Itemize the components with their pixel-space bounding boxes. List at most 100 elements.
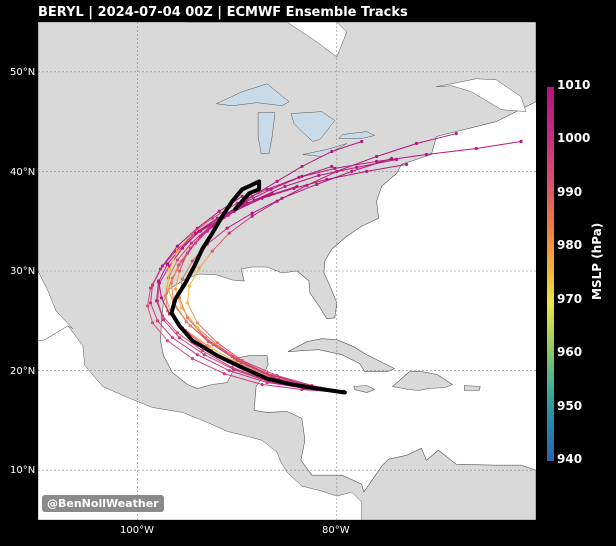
ensemble-track-point	[167, 267, 172, 271]
ensemble-track-segment	[253, 185, 286, 201]
lon-label-100w: 100°W	[120, 525, 154, 536]
ensemble-track-point	[189, 232, 193, 236]
ensemble-track-point	[424, 152, 429, 157]
ensemble-track-point	[250, 211, 254, 215]
hudson-bay	[187, 21, 348, 58]
ensemble-track-segment	[268, 185, 298, 196]
ensemble-track-point	[202, 353, 206, 357]
ensemble-track-segment	[240, 362, 275, 379]
ensemble-track-point	[195, 353, 199, 357]
colorbar-tick-label: 1010	[557, 78, 591, 92]
ensemble-track-point	[163, 294, 168, 298]
ensemble-track-segment	[284, 174, 320, 187]
ensemble-track-point	[300, 164, 304, 169]
ensemble-track-segment	[228, 215, 253, 234]
ensemble-track-segment	[179, 337, 205, 356]
ensemble-track-segment	[207, 227, 228, 245]
ensemble-track-segment	[202, 350, 233, 369]
ensemble-track-point	[315, 182, 319, 186]
ensemble-track-segment	[178, 297, 188, 318]
ensemble-track-segment	[181, 260, 193, 280]
ensemble-track-segment	[177, 233, 192, 252]
ensemble-track-point	[148, 301, 153, 305]
ensemble-track-segment	[209, 346, 240, 365]
ensemble-track-segment	[476, 141, 522, 149]
ensemble-track-point	[145, 304, 150, 308]
ensemble-track-point	[325, 177, 329, 181]
ensemble-track-point	[250, 214, 254, 218]
ensemble-track-point	[170, 336, 175, 340]
ensemble-track-point	[175, 258, 180, 262]
ensemble-track-segment	[261, 187, 295, 199]
ensemble-track-segment	[293, 178, 327, 189]
ensemble-track-segment	[157, 300, 163, 316]
ensemble-track-point	[217, 209, 221, 213]
ensemble-track-segment	[197, 210, 220, 229]
gulf-of-california	[37, 270, 74, 341]
colorbar-tick-label: 990	[557, 184, 583, 199]
ensemble-track-segment	[186, 302, 198, 324]
ensemble-track-segment	[169, 250, 178, 270]
ensemble-track-point	[260, 382, 264, 387]
colorbar-title: MSLP (hPa)	[590, 222, 604, 300]
ensemble-track-segment	[177, 332, 203, 352]
ensemble-track-point	[474, 146, 478, 151]
ensemble-track-point	[165, 262, 170, 266]
ensemble-track-segment	[234, 369, 269, 383]
ensemble-track-point	[355, 165, 359, 170]
lon-label-80w: 80°W	[322, 525, 350, 536]
ensemble-track-segment	[262, 384, 303, 391]
ensemble-track-point	[176, 263, 181, 267]
ensemble-track-point	[175, 331, 180, 335]
ensemble-track-point	[215, 341, 219, 345]
ensemble-track-segment	[266, 176, 300, 190]
ensemble-track-segment	[177, 227, 198, 247]
lake-michigan	[257, 112, 276, 154]
ensemble-track-segment	[298, 167, 335, 178]
ensemble-track-point	[179, 306, 184, 310]
ensemble-track-point	[190, 259, 194, 263]
ensemble-track-point	[280, 196, 284, 200]
ensemble-track-point	[360, 139, 364, 144]
ensemble-track-segment	[251, 200, 278, 217]
lake-superior	[215, 83, 290, 106]
ensemble-track-point	[297, 175, 301, 179]
map-title: BERYL | 2024-07-04 00Z | ECMWF Ensemble …	[38, 5, 408, 20]
ensemble-track-point	[317, 173, 321, 177]
ensemble-track-segment	[232, 367, 268, 382]
ensemble-track-point	[365, 169, 369, 173]
ensemble-track-segment	[281, 183, 318, 199]
ensemble-track-segment	[190, 230, 208, 249]
ensemble-track-segment	[234, 197, 263, 212]
ensemble-track-segment	[416, 133, 457, 144]
ensemble-track-point	[154, 299, 159, 303]
ensemble-track-segment	[211, 232, 230, 252]
ensemble-track-point	[283, 184, 287, 188]
ensemble-track-point	[330, 164, 334, 169]
ensemble-track-segment	[147, 287, 152, 306]
lat-label-20: 20°N	[10, 366, 36, 377]
ensemble-track-segment	[150, 284, 154, 303]
ensemble-track-segment	[170, 264, 179, 284]
ensemble-track-segment	[366, 163, 407, 172]
ensemble-track-segment	[150, 268, 161, 289]
ensemble-track-point	[159, 296, 164, 300]
ensemble-track-point	[454, 131, 458, 136]
colorbar-tick-label: 1000	[557, 131, 591, 146]
ensemble-track-point	[208, 224, 212, 228]
ensemble-track-segment	[238, 363, 274, 380]
ensemble-track-segment	[271, 375, 308, 387]
ensemble-track-segment	[251, 197, 283, 214]
ensemble-track-segment	[226, 212, 253, 229]
ensemble-track-point	[150, 321, 155, 325]
map-panel	[37, 21, 537, 521]
ensemble-track-segment	[356, 158, 397, 168]
ensemble-track-segment	[204, 354, 235, 371]
ensemble-track-segment	[242, 188, 272, 204]
ensemble-track-point	[195, 321, 199, 325]
ensemble-track-point	[193, 231, 197, 235]
ensemble-track-point	[205, 229, 209, 233]
ensemble-track-point	[165, 339, 170, 343]
ensemble-track-segment	[331, 141, 362, 152]
ensemble-track-segment	[251, 180, 278, 197]
